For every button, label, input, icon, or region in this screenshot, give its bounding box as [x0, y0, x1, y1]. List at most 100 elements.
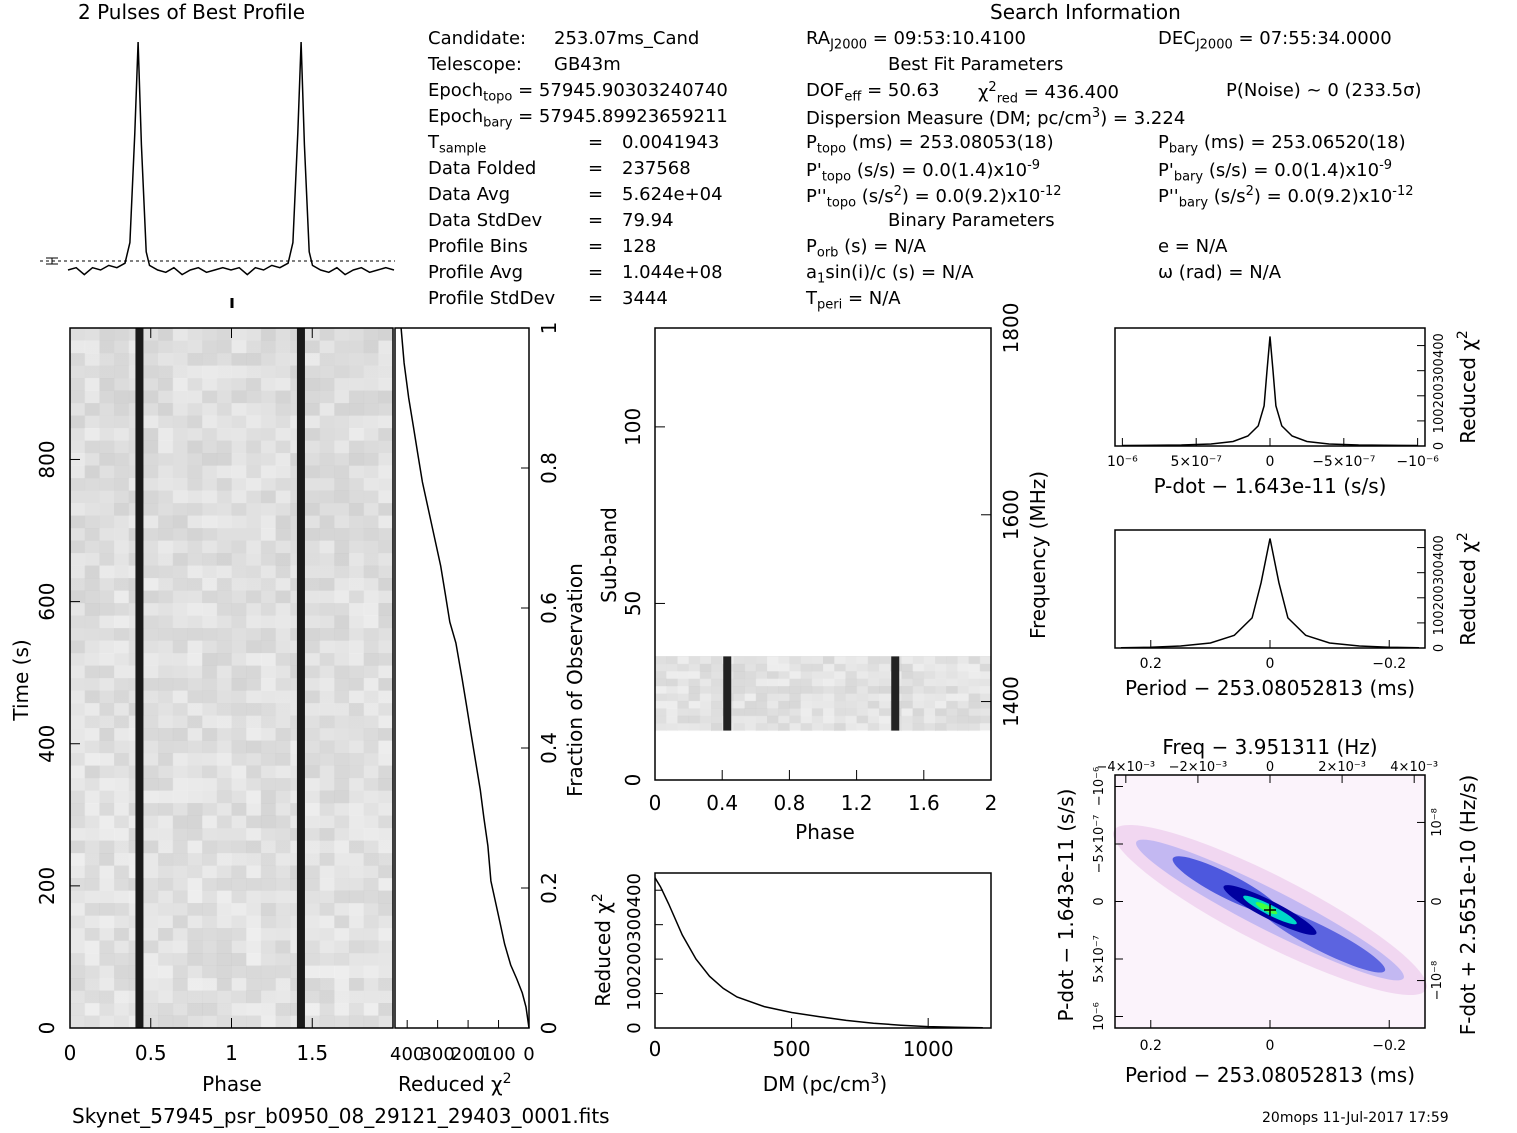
time-phase-cell — [231, 578, 247, 591]
time-phase-cell — [304, 703, 321, 716]
time-phase-cell — [172, 503, 188, 516]
time-phase-cell — [319, 890, 335, 904]
time-phase-cell — [216, 790, 232, 804]
subband-cell — [677, 708, 690, 717]
time-phase-cell — [202, 440, 218, 454]
subband-cell — [711, 678, 723, 687]
candidate-value: 253.07ms_Cand — [554, 28, 700, 49]
time-phase-cell — [334, 965, 350, 979]
pdot-chi2-xtick-label: 5×10⁻⁷ — [1170, 454, 1221, 470]
time-phase-cell — [260, 953, 277, 966]
time-phase-cell — [114, 990, 130, 1004]
ppdot-best-marker — [1264, 904, 1276, 916]
subband-cell — [767, 700, 779, 709]
time-phase-cell — [334, 428, 350, 441]
time-phase-cell — [216, 1015, 232, 1029]
time-phase-cell — [143, 990, 159, 1004]
time-phase-cell — [348, 490, 365, 504]
time-phase-cell — [334, 578, 350, 591]
time-phase-cell — [187, 840, 203, 854]
time-phase-cell — [304, 940, 321, 954]
time-phase-cell — [378, 453, 394, 466]
time-phase-cell — [202, 628, 218, 641]
time-phase-cell — [114, 390, 130, 404]
subband-cell — [946, 671, 958, 680]
time-phase-cell — [70, 965, 86, 979]
time-phase-cell — [334, 378, 350, 391]
time-phase-cell — [216, 353, 232, 366]
time-phase-cell — [260, 890, 277, 904]
time-phase-cell — [334, 803, 350, 816]
dm-axis-label: DM (pc/cm3) — [763, 1071, 887, 1096]
time-phase-cell — [275, 678, 291, 691]
time-phase-cell — [231, 715, 247, 729]
time-phase-cell — [172, 453, 188, 466]
time-phase-cell — [348, 928, 365, 941]
time-phase-cell — [99, 690, 115, 704]
time-phase-cell — [202, 353, 218, 366]
time-phase-cell — [187, 865, 203, 879]
time-phase-cell — [70, 353, 86, 366]
time-phase-cell — [172, 690, 188, 704]
time-phase-cell — [84, 690, 100, 704]
time-phase-xtick-label: 1.5 — [296, 1041, 328, 1065]
time-phase-cell — [84, 653, 100, 666]
subband-cell — [979, 715, 992, 724]
time-phase-cell — [187, 428, 203, 441]
time-phase-cell — [319, 840, 335, 854]
time-phase-cell — [99, 640, 115, 654]
subband-cell — [957, 678, 970, 687]
time-phase-cell — [275, 665, 291, 679]
time-phase-cell — [202, 965, 218, 979]
time-phase-xtick-label: 0 — [64, 1041, 77, 1065]
time-phase-cell — [378, 853, 394, 866]
time-phase-cell — [99, 853, 115, 866]
time-phase-cell — [348, 940, 365, 954]
time-phase-cell — [319, 628, 335, 641]
time-phase-cell — [202, 853, 218, 866]
time-phase-cell — [348, 965, 365, 979]
time-phase-cell — [84, 828, 100, 841]
time-phase-cell — [143, 490, 159, 504]
subband-cell — [879, 700, 891, 709]
time-phase-cell — [84, 853, 100, 866]
subband-cell — [699, 708, 712, 717]
time-phase-cell — [143, 440, 159, 454]
time-phase-cell — [202, 703, 218, 716]
time-phase-cell — [84, 328, 100, 341]
time-phase-cell — [202, 590, 218, 604]
subband-cell — [699, 723, 712, 732]
subband-cell — [923, 715, 936, 724]
time-phase-cell — [319, 765, 335, 779]
time-phase-cell — [84, 540, 100, 554]
time-phase-cell — [348, 590, 365, 604]
time-phase-cell — [143, 753, 159, 766]
time-phase-cell — [334, 590, 350, 604]
time-phase-cell — [99, 515, 115, 529]
time-phase-cell — [99, 428, 115, 441]
subband-cell — [845, 671, 858, 680]
time-phase-cell — [70, 878, 86, 891]
time-phase-cell — [334, 865, 350, 879]
time-phase-cell — [275, 628, 291, 641]
time-phase-cell — [187, 328, 203, 341]
subband-cell — [968, 693, 981, 702]
time-phase-cell — [348, 615, 365, 629]
time-phase-cell — [114, 553, 130, 566]
pulse-profile-plot — [40, 41, 395, 308]
time-phase-cell — [304, 528, 321, 541]
time-phase-cell — [348, 678, 365, 691]
time-phase-cell — [84, 440, 100, 454]
time-phase-cell — [348, 990, 365, 1004]
time-phase-cell — [304, 465, 321, 479]
time-phase-cell — [114, 503, 130, 516]
omega-value: ω (rad) = N/A — [1158, 262, 1282, 283]
time-phase-cell — [304, 628, 321, 641]
time-phase-cell — [187, 740, 203, 754]
time-phase-cell — [84, 728, 100, 741]
time-phase-cell — [99, 965, 115, 979]
porb-value: Porb (s) = N/A — [806, 236, 926, 261]
time-phase-cell — [158, 678, 174, 691]
time-phase-cell — [319, 540, 335, 554]
time-phase-cell — [260, 753, 277, 766]
